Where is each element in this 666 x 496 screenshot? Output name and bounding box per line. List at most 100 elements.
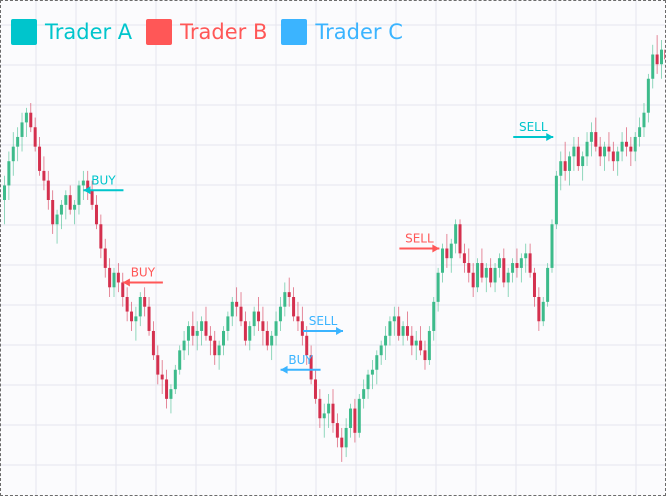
candle [414, 330, 418, 361]
candle [603, 141, 607, 171]
candle [528, 243, 532, 278]
candle [64, 190, 68, 220]
candle-body [331, 403, 335, 424]
candle-body [655, 54, 659, 65]
candle-body [467, 263, 471, 273]
candle-body [458, 224, 462, 254]
candle [598, 136, 602, 167]
trade-annotation: BUY [83, 173, 124, 195]
candle-body [322, 413, 326, 419]
candle [370, 360, 374, 390]
candle-body [173, 369, 177, 390]
trade-annotation: BUY [122, 265, 163, 287]
candle [226, 311, 230, 341]
candle-body [38, 146, 42, 171]
candle-body [410, 335, 414, 346]
legend-item-trader-b[interactable]: Trader B [146, 19, 267, 45]
candle-body [103, 248, 107, 268]
candle-body [94, 204, 98, 225]
candle-body [73, 204, 77, 210]
candle-body [375, 355, 379, 370]
trade-annotation: SELL [303, 314, 344, 335]
candle-body [576, 146, 580, 167]
candle [664, 49, 665, 60]
candle-body [270, 335, 274, 346]
candle [589, 122, 593, 157]
candle [55, 209, 59, 244]
candle-body [563, 161, 567, 171]
arrow-head [336, 326, 344, 335]
candle-body [384, 335, 388, 346]
candle-body [423, 350, 427, 361]
candle [239, 292, 243, 327]
candle [143, 287, 147, 317]
candle [24, 107, 28, 137]
candle-body [607, 146, 611, 152]
candle [305, 326, 309, 365]
candle [532, 267, 536, 307]
candle [278, 297, 282, 331]
candle [432, 297, 436, 341]
candle [327, 394, 331, 428]
candle-body [29, 112, 33, 128]
candle-body [68, 195, 72, 210]
candle-body [432, 301, 436, 331]
candle [173, 364, 177, 394]
candle [379, 340, 383, 365]
candle-body [633, 136, 637, 152]
candles [3, 35, 665, 462]
candle [208, 326, 212, 356]
candle-body [524, 253, 528, 259]
candle-body [252, 311, 256, 327]
candle-body [3, 185, 6, 200]
trade-label: BUY [91, 173, 116, 187]
candle [585, 132, 589, 167]
candle [375, 350, 379, 385]
candle-body [318, 398, 322, 419]
candle [384, 326, 388, 361]
trade-label: BUY [131, 265, 156, 279]
candle-body [143, 297, 147, 307]
candle-body [511, 263, 515, 273]
legend-item-trader-a[interactable]: Trader A [11, 19, 132, 45]
candle-body [200, 321, 204, 331]
candle-body [449, 243, 453, 259]
candle-body [178, 350, 182, 370]
candle [217, 340, 221, 370]
candle-body [292, 297, 296, 317]
candle [222, 326, 225, 356]
candle [169, 384, 173, 414]
candle [108, 258, 112, 297]
candle [99, 214, 103, 259]
candle-body [204, 321, 208, 336]
candle [287, 277, 291, 307]
candle [335, 413, 339, 448]
candle [423, 340, 427, 370]
candle [594, 117, 598, 152]
candle-body [165, 379, 169, 399]
candle [344, 418, 348, 458]
candle [156, 345, 160, 385]
candle-body [349, 408, 353, 428]
candle [261, 306, 265, 346]
candle-body [81, 180, 85, 186]
candle [651, 44, 655, 89]
candle-body [471, 272, 475, 288]
candle [410, 326, 414, 356]
candle [388, 316, 392, 346]
candle [16, 127, 20, 162]
candle-body [441, 248, 444, 273]
candle-body [7, 161, 11, 186]
candle-body [287, 292, 291, 297]
candle [213, 330, 217, 365]
candle-body [344, 427, 348, 448]
candle-body [86, 180, 90, 191]
candle-body [454, 224, 458, 244]
candle-body [419, 340, 423, 351]
candle-body [546, 267, 550, 302]
candle-body [20, 122, 24, 137]
legend-item-trader-c[interactable]: Trader C [281, 19, 403, 45]
candle [655, 35, 659, 74]
candle-body [660, 49, 663, 65]
